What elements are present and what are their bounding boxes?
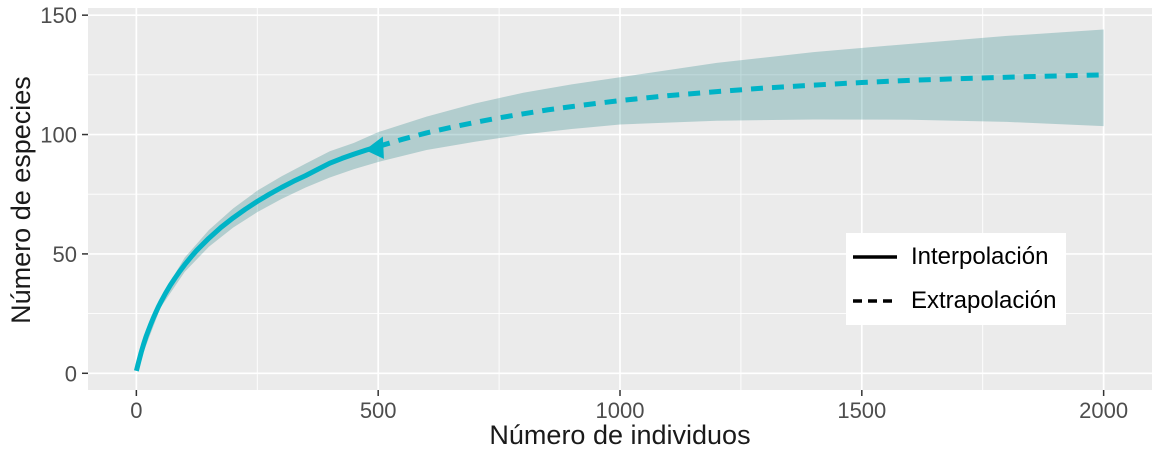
legend-key bbox=[849, 280, 901, 322]
legend: Interpolación Extrapolación bbox=[846, 233, 1067, 325]
legend-solid-line-icon bbox=[853, 255, 897, 259]
series-extrapolation bbox=[377, 72, 1104, 149]
x-tick-label: 0 bbox=[130, 398, 142, 423]
y-axis-title: Número de especies bbox=[6, 76, 36, 324]
confidence-band bbox=[136, 29, 1104, 371]
legend-item: Extrapolación bbox=[849, 280, 1056, 322]
legend-key bbox=[849, 236, 901, 278]
legend-item: Interpolación bbox=[849, 236, 1056, 278]
y-tick-label: 150 bbox=[40, 3, 77, 28]
legend-label: Interpolación bbox=[911, 243, 1049, 270]
y-tick-label: 50 bbox=[53, 242, 77, 267]
x-tick-label: 2000 bbox=[1079, 398, 1128, 423]
y-tick-label: 0 bbox=[65, 361, 77, 386]
x-tick-label: 1500 bbox=[837, 398, 886, 423]
x-axis-title: Número de individuos bbox=[489, 420, 751, 450]
legend-dashed-line-icon bbox=[853, 299, 897, 303]
y-tick-label: 100 bbox=[40, 123, 77, 148]
x-tick-label: 1000 bbox=[596, 398, 645, 423]
series-interpolation bbox=[133, 144, 379, 372]
legend-label: Extrapolación bbox=[911, 287, 1057, 314]
observed-point-marker bbox=[364, 136, 384, 159]
x-tick-label: 500 bbox=[360, 398, 397, 423]
